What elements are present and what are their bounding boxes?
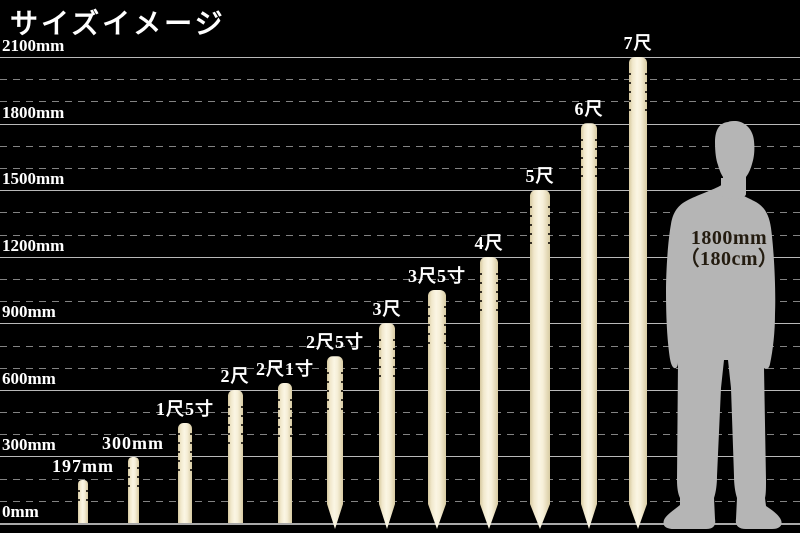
- page-title: サイズイメージ: [10, 9, 226, 40]
- gridline-minor-1100mm: [0, 278, 800, 280]
- axis-label-300mm: 300mm: [2, 435, 56, 455]
- stake-notch-right: [341, 372, 343, 410]
- gridline-major-0mm: [0, 523, 800, 525]
- gridline-minor-1700mm: [0, 145, 800, 147]
- stake-notch-right: [548, 206, 550, 244]
- stake-notch-left: [379, 339, 381, 377]
- gridline-major-1800mm: [0, 123, 800, 125]
- stake-3: [178, 422, 192, 523]
- stake-notch-left: [278, 399, 280, 438]
- gridline-minor-700mm: [0, 367, 800, 369]
- stake-1: [78, 479, 88, 523]
- stake-notch-left: [629, 73, 631, 111]
- axis-label-1800mm: 1800mm: [2, 102, 65, 122]
- stake-label-6: 2尺5寸: [306, 332, 364, 353]
- stake-label-5: 2尺1寸: [256, 359, 314, 380]
- stake-9: [480, 257, 498, 530]
- person-height-label: 1800mm （180cm）: [658, 228, 800, 270]
- stake-notch-right: [393, 339, 395, 377]
- stake-7: [379, 323, 395, 529]
- axis-label-2100mm: 2100mm: [2, 36, 65, 55]
- stake-notch-left: [78, 489, 80, 507]
- gridline-minor-1000mm: [0, 301, 800, 303]
- stake-notch-left: [530, 206, 532, 244]
- stake-4: [227, 389, 243, 523]
- stake-notch-right: [190, 432, 192, 471]
- stake-notch-left: [327, 372, 329, 410]
- stake-label-3: 1尺5寸: [156, 398, 214, 419]
- stake-notch-left: [178, 432, 180, 471]
- stake-notch-right: [444, 306, 446, 344]
- person-height-cm: （180cm）: [679, 248, 779, 270]
- axis-label-600mm: 600mm: [2, 368, 56, 388]
- stake-notch-left: [428, 306, 430, 344]
- gridline-major-600mm: [0, 389, 800, 391]
- stake-label-1: 197mm: [52, 455, 114, 476]
- gridline-major-1500mm: [0, 190, 800, 192]
- gridline-minor-400mm: [0, 434, 800, 436]
- stake-11: [581, 123, 597, 529]
- gridline-minor-1900mm: [0, 101, 800, 103]
- gridline-major-1200mm: [0, 256, 800, 258]
- stake-label-7: 3尺: [372, 299, 402, 320]
- axis-label-1500mm: 1500mm: [2, 169, 65, 189]
- stake-label-4: 2尺: [220, 365, 250, 386]
- gridline-minor-1600mm: [0, 168, 800, 169]
- gridline-minor-1300mm: [0, 234, 800, 236]
- stake-notch-right: [240, 405, 243, 444]
- stake-notch-right: [645, 73, 647, 111]
- person-height-mm: 1800mm: [690, 227, 768, 249]
- stake-label-8: 3尺5寸: [408, 265, 466, 286]
- axis-label-1200mm: 1200mm: [2, 235, 65, 255]
- axis-label-900mm: 900mm: [2, 302, 56, 322]
- gridline-major-300mm: [0, 456, 800, 458]
- stake-5: [278, 383, 292, 523]
- stake-label-9: 4尺: [474, 232, 504, 253]
- stake-notch-left: [227, 405, 230, 444]
- stake-10: [530, 190, 550, 529]
- stake-2: [127, 457, 139, 523]
- axis-label-0mm: 0mm: [2, 502, 39, 521]
- stake-label-11: 6尺: [574, 99, 604, 120]
- gridline-minor-100mm: [0, 500, 800, 502]
- gridline-major-900mm: [0, 323, 800, 325]
- gridline-minor-2000mm: [0, 79, 800, 81]
- gridline-minor-800mm: [0, 345, 800, 347]
- stake-notch-left: [127, 467, 130, 493]
- stake-notch-right: [496, 273, 498, 311]
- stake-label-2: 300mm: [102, 433, 164, 453]
- stake-notch-right: [595, 139, 597, 177]
- stake-notch-right: [290, 399, 292, 438]
- person-icon: [663, 121, 782, 529]
- stake-notch-right: [136, 467, 139, 493]
- stake-notch-left: [581, 139, 583, 177]
- stake-notch-left: [480, 273, 482, 311]
- stake-label-10: 5尺: [525, 165, 555, 186]
- stake-8: [428, 290, 446, 529]
- gridline-minor-500mm: [0, 412, 800, 413]
- stake-12: [629, 57, 647, 529]
- person-silhouette: 1800mm （180cm）: [658, 120, 800, 533]
- gridline-minor-1400mm: [0, 212, 800, 214]
- stake-6: [327, 356, 343, 529]
- stake-notch-right: [86, 489, 88, 507]
- stake-label-12: 7尺: [623, 32, 653, 53]
- gridline-minor-200mm: [0, 478, 800, 480]
- gridline-major-2100mm: [0, 57, 800, 58]
